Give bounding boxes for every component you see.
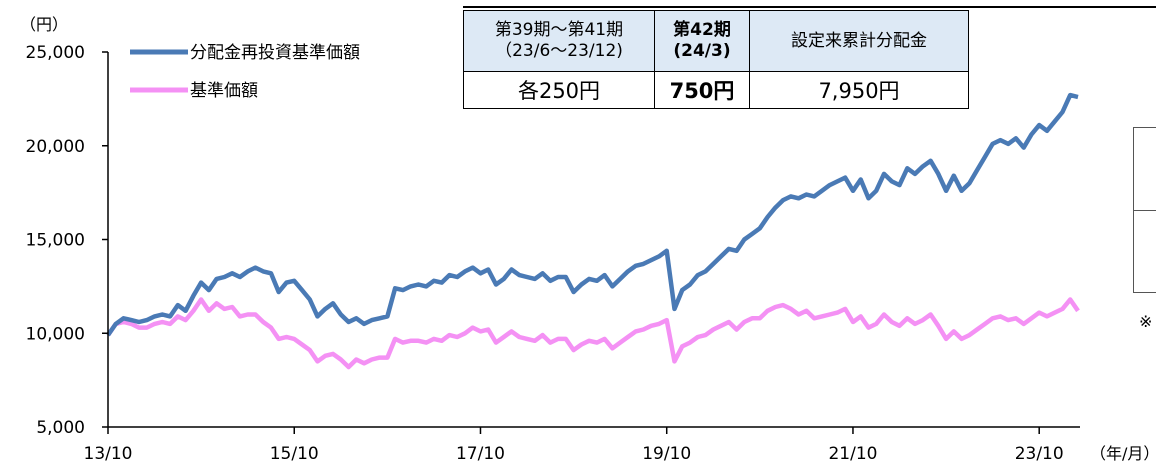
table-top-rule xyxy=(463,6,1156,8)
series-line-nav xyxy=(106,297,1080,370)
value-period-42: 750円 xyxy=(654,71,750,109)
y-axis-unit-label: （円） xyxy=(20,15,68,34)
header-period-39-41: 第39期～第41期 （23/6～23/12) xyxy=(463,10,655,72)
distribution-table: 第39期～第41期 （23/6～23/12) 第42期 (24/3) 設定来累計… xyxy=(463,10,969,109)
x-tick-label: 17/10 xyxy=(456,444,505,464)
header-period-42-line1: 第42期 xyxy=(673,20,731,40)
x-tick-label: 19/10 xyxy=(642,444,691,464)
y-tick-label: 5,000 xyxy=(36,418,85,438)
x-tick-label: 13/10 xyxy=(84,444,133,464)
chart-series xyxy=(106,92,1080,370)
header-period-39-41-line1: 第39期～第41期 xyxy=(494,20,624,40)
x-tick-label: 21/10 xyxy=(828,444,877,464)
side-info-box xyxy=(1133,127,1156,293)
x-tick-label: 15/10 xyxy=(270,444,319,464)
table-header-row: 第39期～第41期 （23/6～23/12) 第42期 (24/3) 設定来累計… xyxy=(463,10,969,72)
y-tick-label: 20,000 xyxy=(26,137,85,157)
side-note-mark: ※ xyxy=(1139,312,1153,331)
header-period-39-41-line2: （23/6～23/12) xyxy=(495,41,623,61)
y-tick-label: 25,000 xyxy=(26,43,85,63)
header-period-42: 第42期 (24/3) xyxy=(654,10,750,72)
side-info-box-divider xyxy=(1134,210,1156,211)
chart-legend: 分配金再投資基準価額 基準価額 xyxy=(130,43,360,101)
header-period-42-line2: (24/3) xyxy=(673,41,731,61)
chart-axes: 5,000 10,000 15,000 20,000 25,000 13/10 15/10 1… xyxy=(26,43,1080,464)
value-period-39-41: 各250円 xyxy=(463,71,655,109)
series-line-reinvested xyxy=(106,92,1079,337)
legend-label-reinvested: 分配金再投資基準価額 xyxy=(190,43,360,63)
header-cumulative: 設定来累計分配金 xyxy=(749,10,969,72)
x-axis-unit-label: （年/月） xyxy=(1090,444,1156,463)
legend-label-nav: 基準価額 xyxy=(190,81,258,101)
y-tick-label: 15,000 xyxy=(26,231,85,251)
table-value-row: 各250円 750円 7,950円 xyxy=(463,71,969,109)
y-tick-label: 10,000 xyxy=(26,324,85,344)
x-tick-label: 23/10 xyxy=(1015,444,1064,464)
value-cumulative: 7,950円 xyxy=(749,71,969,109)
